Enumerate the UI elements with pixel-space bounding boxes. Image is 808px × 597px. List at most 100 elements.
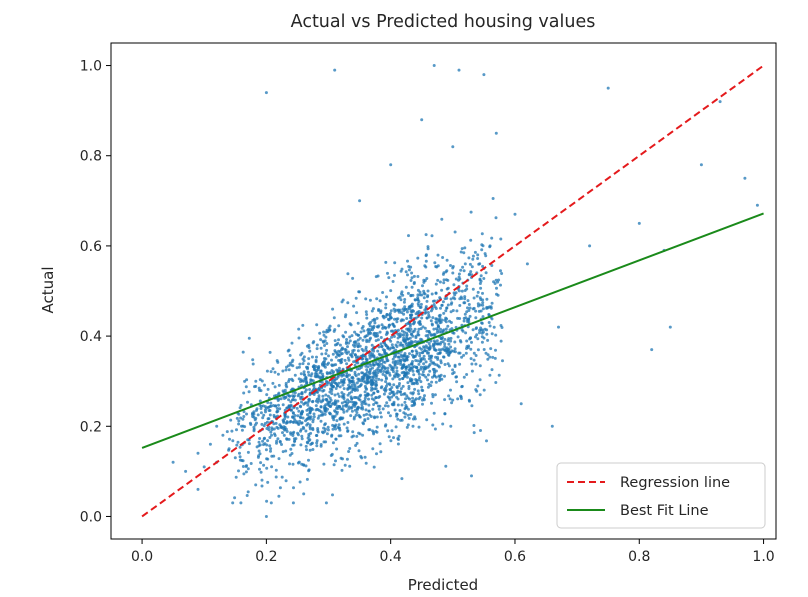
scatter-point [262, 413, 266, 417]
scatter-point [344, 342, 348, 345]
scatter-point [405, 317, 409, 320]
scatter-point [208, 442, 212, 446]
scatter-point [458, 362, 462, 366]
scatter-point [427, 315, 431, 319]
scatter-point [341, 373, 344, 377]
scatter-point [340, 391, 344, 395]
scatter-point [259, 407, 263, 410]
scatter-point [371, 307, 375, 311]
scatter-point [386, 395, 390, 399]
scatter-point [430, 354, 434, 358]
scatter-point [448, 350, 452, 354]
scatter-point [449, 424, 453, 428]
scatter-point [358, 290, 362, 294]
scatter-point [317, 365, 321, 368]
scatter-point [264, 91, 268, 95]
scatter-point [340, 401, 344, 405]
scatter-point [282, 433, 286, 437]
scatter-point [261, 439, 265, 443]
scatter-point [281, 450, 285, 454]
scatter-point [395, 366, 399, 370]
scatter-point [415, 352, 419, 356]
scatter-point [443, 398, 447, 402]
scatter-point [405, 375, 409, 379]
scatter-point [404, 367, 408, 371]
scatter-point [456, 335, 460, 339]
scatter-point [500, 326, 504, 329]
scatter-point [394, 425, 398, 429]
scatter-point [257, 449, 261, 453]
scatter-point [464, 331, 468, 335]
scatter-point [388, 338, 392, 341]
scatter-point [459, 250, 463, 254]
scatter-point [331, 493, 334, 497]
scatter-point [411, 391, 415, 395]
scatter-point [344, 348, 348, 352]
scatter-point [416, 296, 420, 300]
scatter-point [349, 353, 352, 357]
scatter-point [372, 375, 375, 379]
scatter-point [475, 389, 479, 393]
scatter-point [356, 385, 360, 389]
scatter-point [414, 336, 418, 340]
scatter-point [392, 400, 396, 404]
scatter-point [300, 351, 304, 355]
scatter-point [409, 279, 413, 282]
scatter-point [298, 480, 302, 484]
scatter-point [385, 330, 389, 334]
scatter-point [351, 276, 355, 280]
scatter-point [202, 465, 206, 469]
scatter-point [363, 399, 367, 403]
scatter-point [467, 273, 471, 277]
scatter-point [330, 358, 333, 362]
scatter-point [434, 327, 438, 331]
scatter-point [245, 378, 249, 382]
scatter-point [364, 334, 368, 338]
scatter-point [364, 364, 368, 368]
scatter-point [485, 305, 489, 309]
scatter-point [460, 385, 464, 389]
scatter-point [443, 374, 446, 378]
scatter-point [241, 350, 245, 354]
scatter-point [481, 307, 485, 311]
scatter-point [319, 400, 323, 404]
scatter-point [403, 400, 407, 404]
scatter-point [481, 315, 485, 319]
scatter-point [334, 355, 338, 359]
scatter-point [277, 391, 281, 395]
scatter-point [330, 402, 334, 406]
scatter-point [264, 410, 267, 414]
scatter-point [421, 402, 424, 406]
scatter-point [393, 374, 396, 378]
scatter-point [375, 332, 379, 335]
scatter-point [390, 343, 394, 347]
scatter-point [426, 294, 430, 298]
scatter-point [322, 330, 326, 334]
scatter-point [378, 442, 382, 446]
scatter-point [400, 477, 404, 481]
scatter-point [482, 336, 486, 340]
scatter-point [276, 437, 280, 441]
scatter-point [428, 344, 432, 348]
scatter-point [314, 434, 318, 437]
scatter-point [237, 422, 241, 426]
scatter-point [436, 352, 440, 356]
scatter-point [499, 237, 503, 241]
scatter-point [399, 341, 403, 345]
scatter-point [282, 395, 286, 399]
scatter-point [268, 413, 272, 417]
scatter-point [242, 472, 246, 476]
scatter-point [403, 298, 407, 301]
scatter-point [354, 444, 358, 447]
scatter-point [329, 454, 333, 457]
scatter-point [436, 364, 440, 368]
x-tick-label: 1.0 [752, 549, 774, 565]
scatter-point [410, 271, 414, 275]
scatter-point [308, 411, 312, 415]
scatter-point [316, 375, 320, 379]
scatter-point [342, 377, 346, 381]
scatter-point [230, 429, 234, 433]
x-tick-label: 0.6 [504, 549, 526, 565]
scatter-point [447, 394, 451, 398]
scatter-point [304, 377, 308, 381]
